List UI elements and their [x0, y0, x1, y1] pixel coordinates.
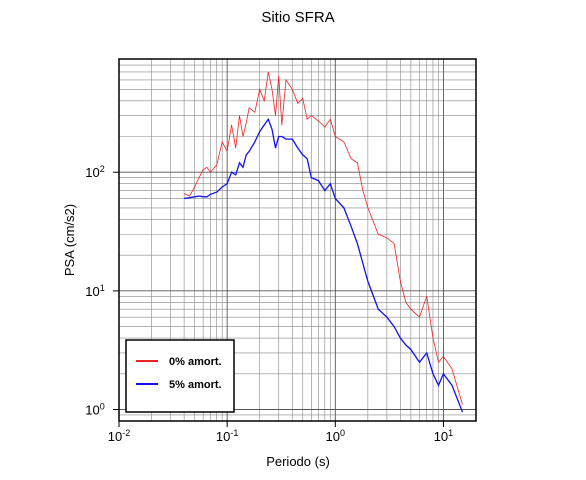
y-tick-label: 101 — [85, 283, 104, 299]
x-axis-label: Periodo (s) — [266, 454, 330, 469]
legend-label: 0% amort. — [169, 356, 222, 368]
y-tick-label: 100 — [85, 402, 104, 418]
x-tick-label: 100 — [326, 428, 345, 444]
legend-box — [125, 339, 235, 413]
y-axis-label: PSA (cm/s2) — [62, 204, 77, 276]
x-tick-label: 10-1 — [216, 428, 238, 444]
chart-title: Sitio SFRA — [261, 9, 334, 26]
series-line — [183, 71, 463, 405]
y-tick-label: 102 — [85, 164, 104, 180]
series-line — [184, 117, 464, 413]
plot-frame — [118, 58, 477, 422]
x-tick-label: 10-2 — [108, 428, 130, 444]
legend-label: 5% amort. — [169, 379, 222, 391]
x-tick-label: 101 — [434, 428, 453, 444]
